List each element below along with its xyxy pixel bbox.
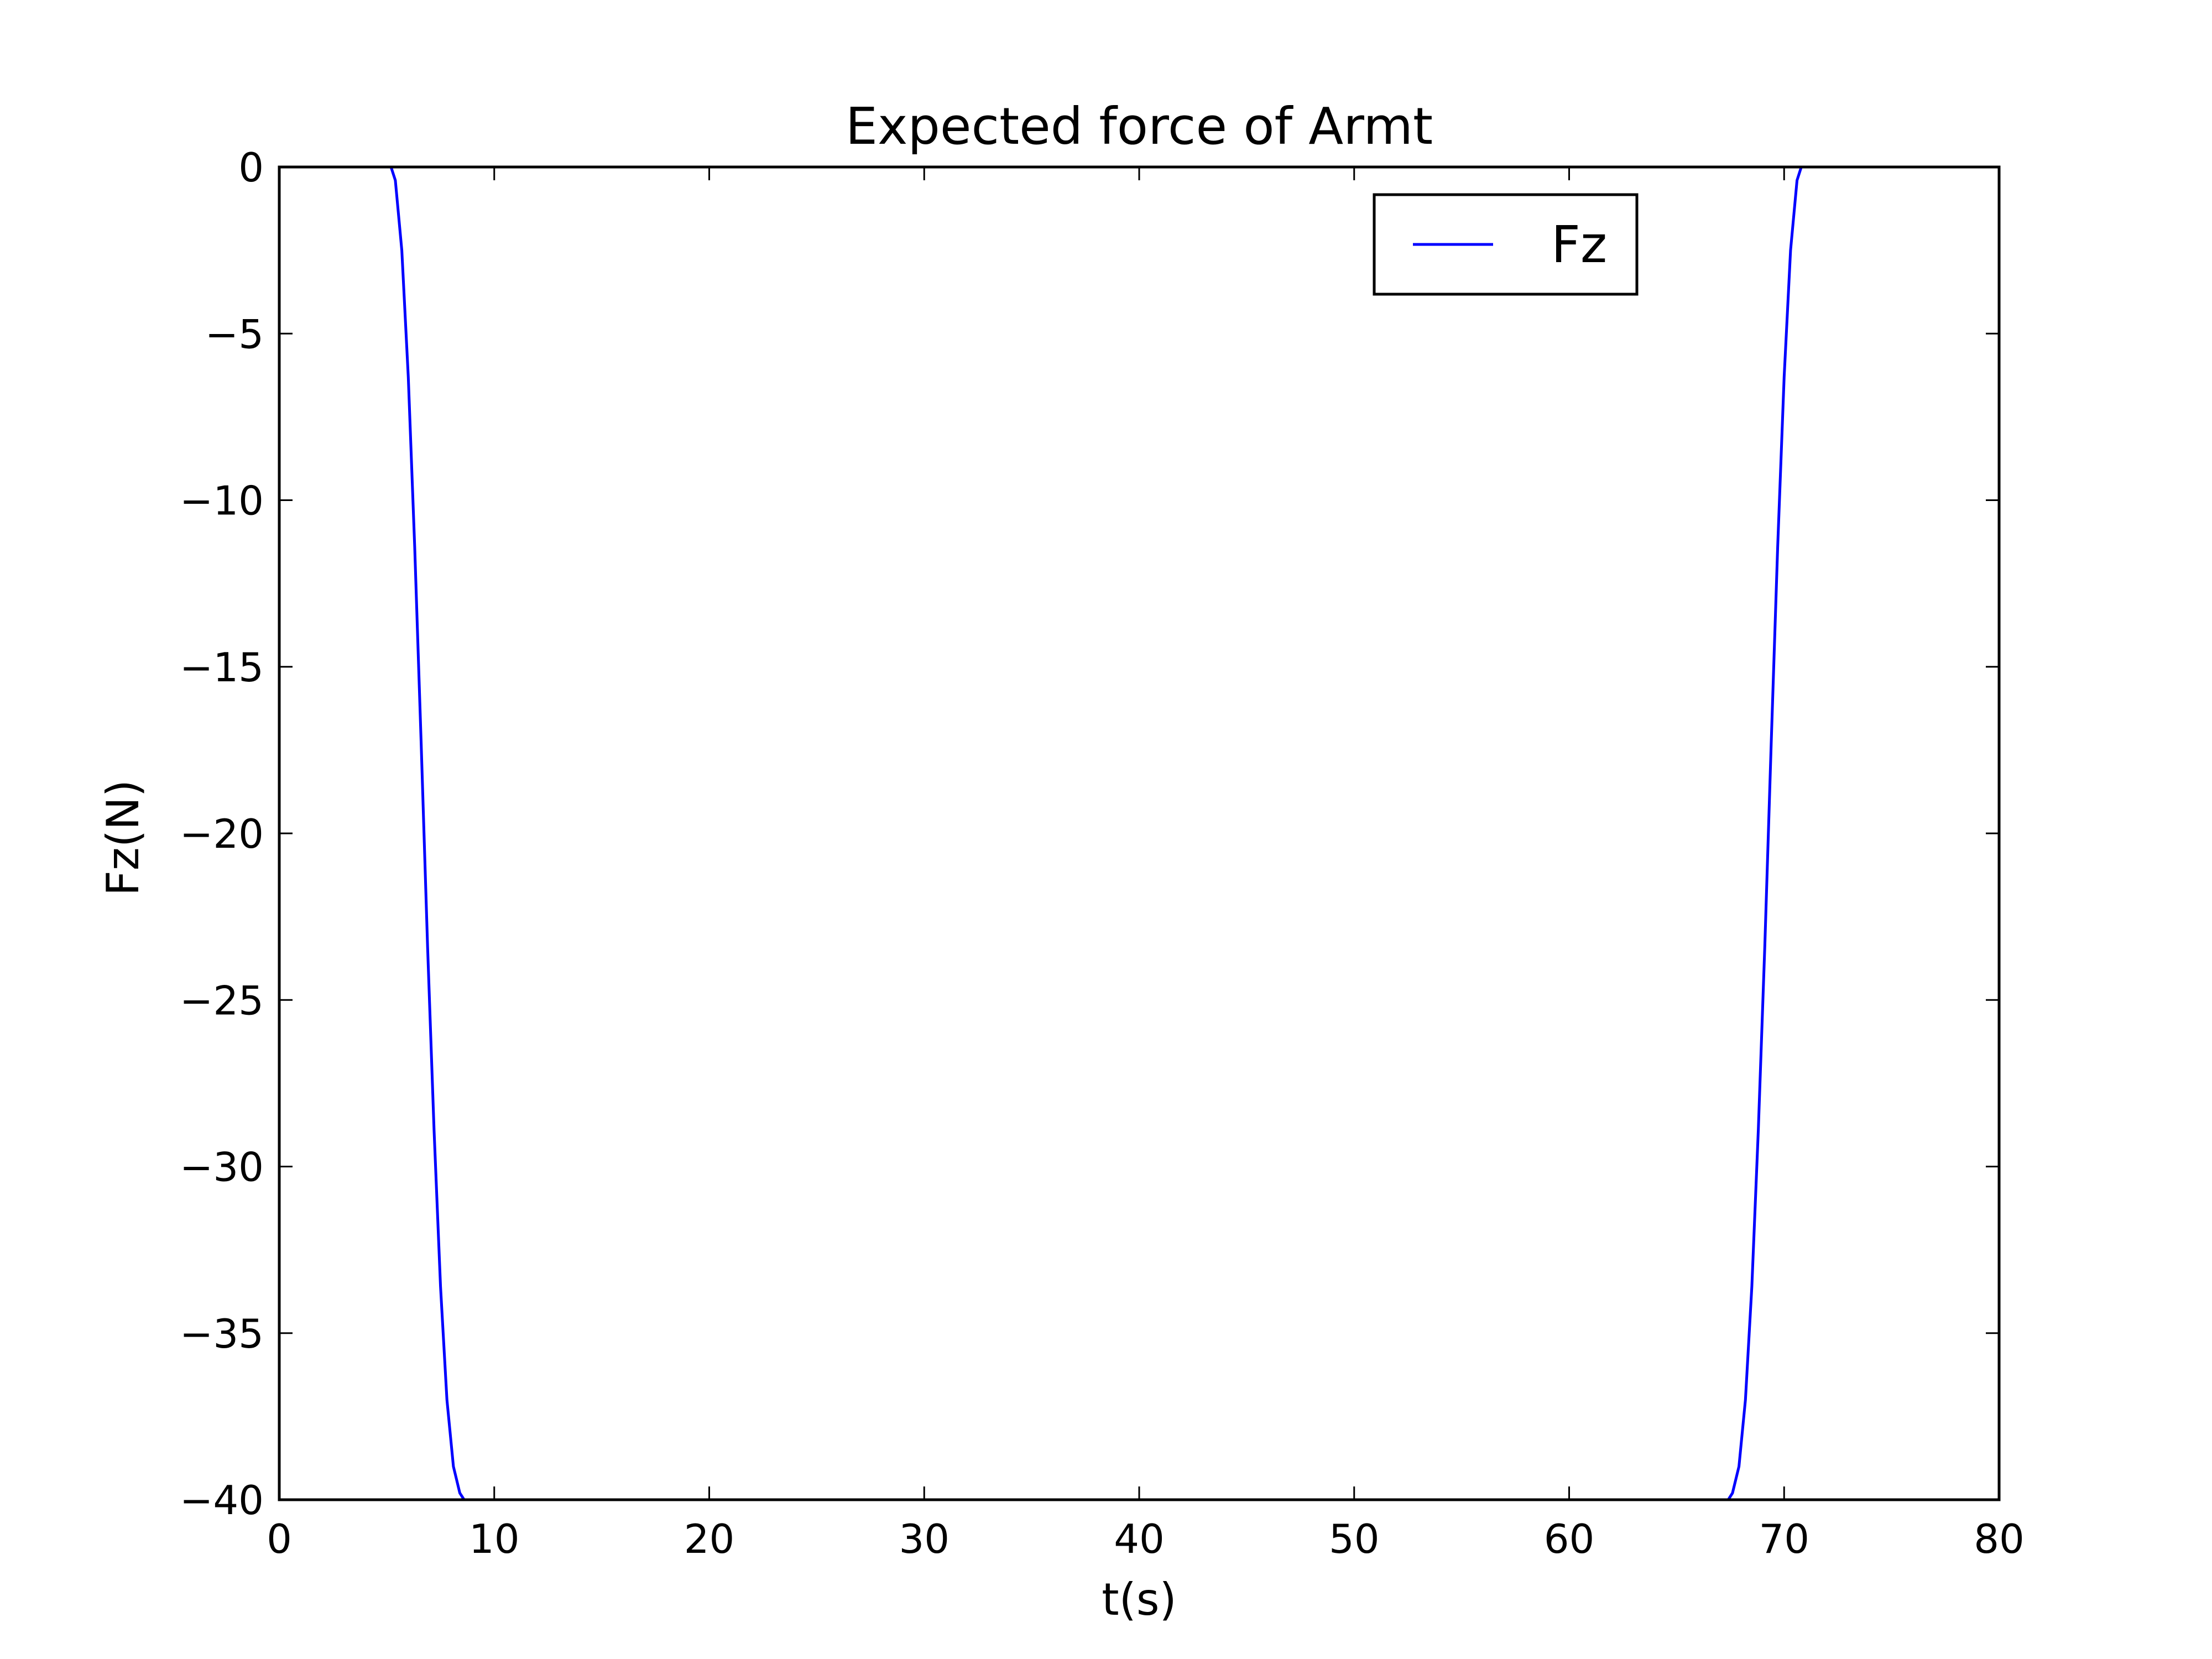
- y-tick-label: 0: [238, 144, 264, 191]
- plot-frame: [278, 165, 2001, 1501]
- legend: Fz: [1373, 193, 1639, 296]
- x-tick-label: 60: [1544, 1516, 1595, 1562]
- y-tick-label: −5: [205, 311, 264, 357]
- x-tick-label: 0: [267, 1516, 292, 1562]
- y-tick-label: −25: [180, 977, 264, 1024]
- y-tick-label: −35: [180, 1311, 264, 1357]
- x-tick-label: 30: [899, 1516, 950, 1562]
- y-tick-label: −20: [180, 811, 264, 857]
- legend-entry: Fz: [1551, 215, 1607, 274]
- y-tick-label: −10: [180, 478, 264, 524]
- chart-title: Expected force of Armt: [846, 97, 1433, 156]
- y-tick-label: −15: [180, 644, 264, 691]
- y-tick-label: −30: [180, 1144, 264, 1191]
- x-tick-label: 80: [1974, 1516, 2025, 1562]
- plot-area: [278, 165, 2001, 1501]
- y-axis-label: Fz(N): [97, 780, 149, 896]
- x-tick-label: 20: [684, 1516, 735, 1562]
- x-tick-label: 70: [1759, 1516, 1809, 1562]
- x-tick-label: 50: [1329, 1516, 1380, 1562]
- y-tick-label: −40: [180, 1477, 264, 1524]
- axis-ticks: 0 10 20 30 40 50 60 70 80 0 −5 −10 −15 −20 −25 −30 −35 −4…: [180, 144, 2025, 1562]
- x-axis-label: t(s): [1102, 1574, 1176, 1625]
- x-tick-label: 10: [469, 1516, 520, 1562]
- series-line-fz: [279, 165, 1999, 1501]
- x-tick-label: 40: [1114, 1516, 1165, 1562]
